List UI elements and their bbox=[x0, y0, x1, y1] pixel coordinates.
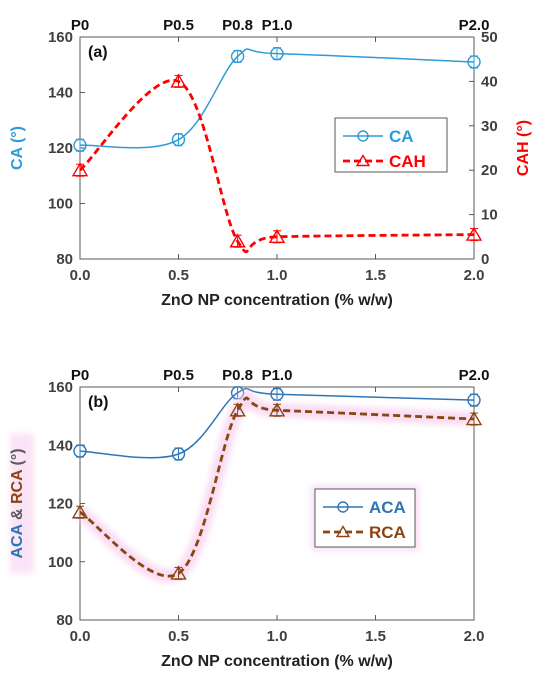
chart-a-xtick-label: 1.5 bbox=[365, 267, 386, 284]
chart-a-top-label: P1.0 bbox=[262, 17, 293, 34]
chart-b-top-label: P0 bbox=[71, 367, 89, 384]
chart-b-ytick-label: 80 bbox=[56, 612, 73, 629]
chart-a-xtick-label: 0.5 bbox=[168, 267, 189, 284]
chart-a-y-axis-title: CA (°) bbox=[9, 126, 26, 170]
chart-a-y2tick-label: 20 bbox=[481, 162, 498, 179]
chart-b-y-axis-title-part: RCA bbox=[9, 469, 26, 504]
chart-b-top-label: P1.0 bbox=[262, 367, 293, 384]
chart-a-y2tick-label: 40 bbox=[481, 73, 498, 90]
chart-b-y-axis-title: ACA & RCA (°) bbox=[9, 448, 26, 558]
chart-a-xtick-label: 0.0 bbox=[70, 267, 91, 284]
chart-b-y-axis-title-part: (°) bbox=[9, 448, 26, 470]
chart-b-legend-marker-aca bbox=[337, 501, 349, 513]
chart-a-y2tick-label: 0 bbox=[481, 251, 489, 268]
chart-b-series-aca bbox=[73, 386, 481, 461]
chart-a-xtick-label: 2.0 bbox=[464, 267, 485, 284]
chart-a-top-label: P0.8 bbox=[222, 17, 253, 34]
chart-a-y2-axis-title: CAH (°) bbox=[515, 120, 532, 176]
chart-b-xtick-label: 0.0 bbox=[70, 628, 91, 645]
chart-b-xtick-label: 2.0 bbox=[464, 628, 485, 645]
chart-b-legend-label-rca: RCA bbox=[369, 523, 406, 542]
chart-a-top-label: P0 bbox=[71, 17, 89, 34]
chart-b-series-rca bbox=[71, 390, 483, 583]
chart-b-legend-box bbox=[314, 488, 416, 548]
chart-a-top-label: P0.5 bbox=[163, 17, 194, 34]
chart-a-xtick-label: 1.0 bbox=[267, 267, 288, 284]
chart-b-panel-label: (b) bbox=[88, 394, 108, 411]
chart-b-y-axis-title-glow bbox=[10, 433, 34, 574]
chart-b-legend-marker-rca bbox=[335, 525, 351, 538]
chart-b-ytick-label: 140 bbox=[48, 437, 73, 454]
chart-a-series-cah bbox=[71, 73, 483, 254]
chart-b-x-axis-title: ZnO NP concentration (% w/w) bbox=[161, 653, 393, 670]
chart-a-legend-box bbox=[334, 117, 448, 173]
chart-b-top-label: P0.5 bbox=[163, 367, 194, 384]
chart-a-legend-marker-ca bbox=[357, 130, 369, 142]
chart-a-ytick-label: 120 bbox=[48, 140, 73, 157]
chart-b-y-axis-title-part: & bbox=[9, 504, 26, 524]
chart-a-top-label: P2.0 bbox=[459, 17, 490, 34]
chart-a-x-axis-title: ZnO NP concentration (% w/w) bbox=[161, 292, 393, 309]
chart-a-y2tick-label: 10 bbox=[481, 207, 498, 224]
chart-b-series-line-aca bbox=[79, 387, 475, 459]
chart-panel-a: 0.0 0.5 1.0 1.5 2.0 80 100 120 140 160 0 10 20 30 40 50… bbox=[9, 17, 532, 309]
chart-a-ytick-label: 160 bbox=[48, 29, 73, 46]
chart-b-y-axis-title-part: ACA bbox=[9, 523, 26, 558]
chart-b-xtick-label: 0.5 bbox=[168, 628, 189, 645]
chart-b-top-label: P2.0 bbox=[459, 367, 490, 384]
chart-b-ytick-label: 100 bbox=[48, 554, 73, 571]
chart-a-y2tick-label: 30 bbox=[481, 118, 498, 135]
chart-a-legend-label-cah: CAH bbox=[389, 152, 426, 171]
chart-a-legend-marker-cah bbox=[355, 154, 371, 167]
chart-a-legend: CA CAH bbox=[334, 117, 448, 173]
chart-b-xtick-label: 1.0 bbox=[267, 628, 288, 645]
chart-a-legend-label-ca: CA bbox=[389, 127, 414, 146]
chart-b-top-label: P0.8 bbox=[222, 367, 253, 384]
chart-a-series-ca bbox=[73, 46, 481, 152]
chart-a-ytick-label: 100 bbox=[48, 196, 73, 213]
chart-a-panel-label: (a) bbox=[88, 44, 108, 61]
chart-a-ytick-label: 80 bbox=[56, 251, 73, 268]
chart-a-y2tick-label: 50 bbox=[481, 29, 498, 46]
chart-b-series-line-rca bbox=[79, 396, 475, 578]
chart-b-xtick-label: 1.5 bbox=[365, 628, 386, 645]
chart-b-ytick-label: 160 bbox=[48, 379, 73, 396]
chart-b-ytick-label: 120 bbox=[48, 496, 73, 513]
chart-b-legend: ACA RCA bbox=[311, 485, 419, 551]
chart-b-legend-label-aca: ACA bbox=[369, 498, 406, 517]
chart-a-ytick-label: 140 bbox=[48, 85, 73, 102]
